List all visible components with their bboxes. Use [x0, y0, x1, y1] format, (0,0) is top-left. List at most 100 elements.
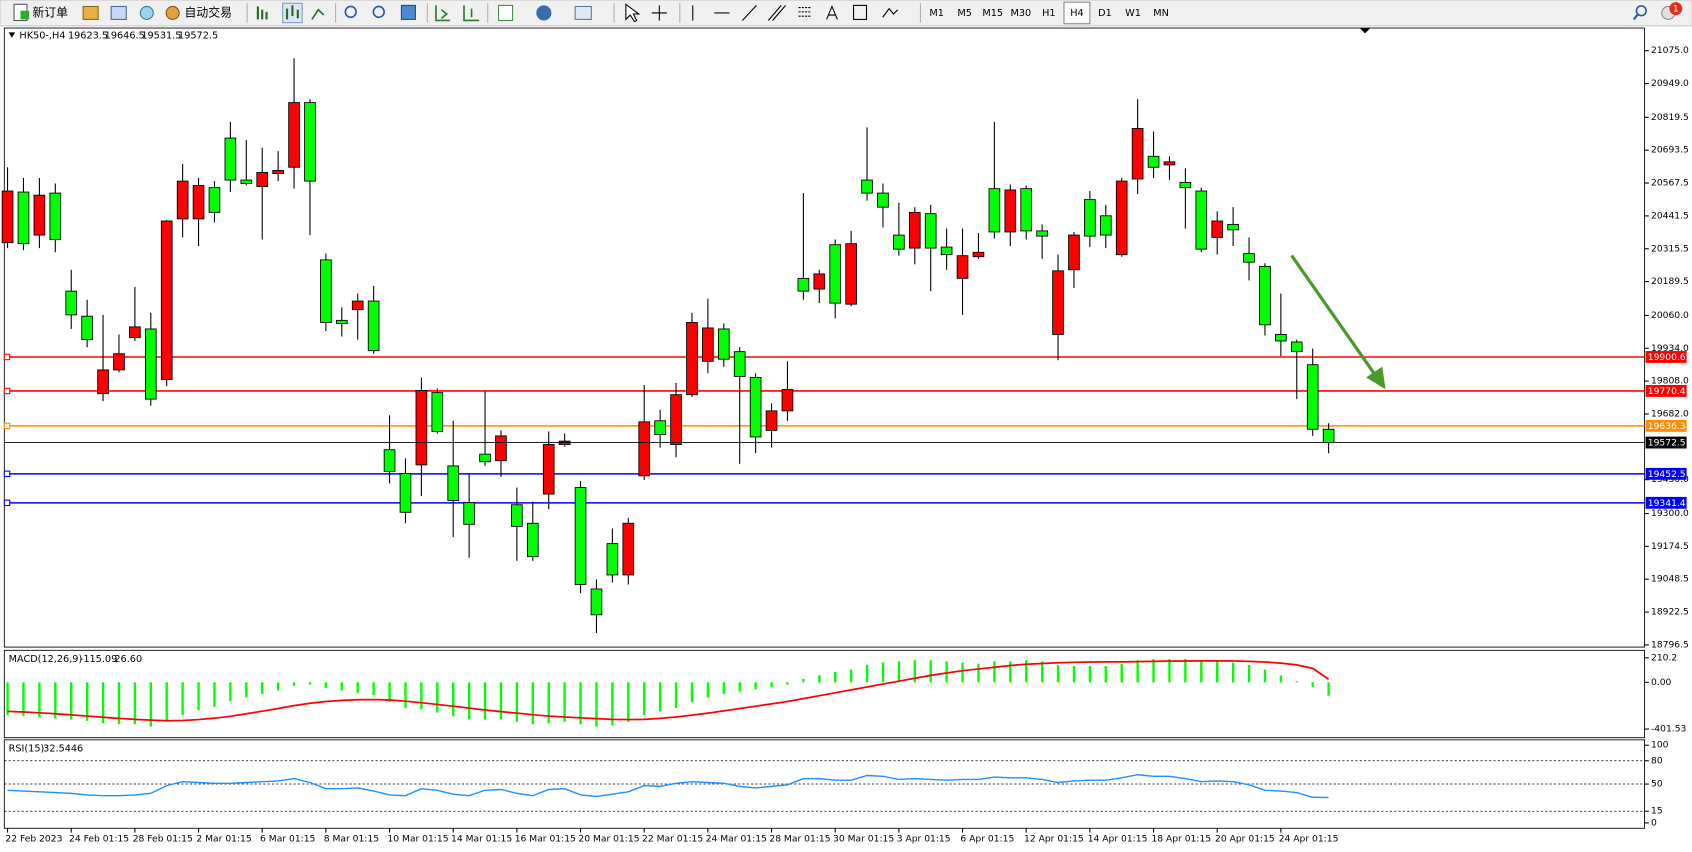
badge [1669, 2, 1683, 16]
trendline-button[interactable] [742, 5, 757, 21]
candle-body [17, 191, 30, 245]
bar-chart-button[interactable] [256, 6, 268, 20]
candle-body [240, 179, 253, 184]
toolbar: 新订单 自动交易 [0, 0, 1692, 27]
icon [285, 5, 299, 20]
timeframe-button[interactable]: M30 [1010, 8, 1031, 19]
candle-body [304, 102, 316, 182]
price-axis: -401.53 0.00 210.2 [1644, 652, 1687, 735]
candle-body [606, 543, 619, 576]
timeframe-button[interactable]: M5 [957, 8, 972, 19]
x-tick-label: 14 Mar 01:15 [451, 834, 512, 845]
icon [165, 5, 180, 20]
y-tick-label: 19300.0 [1651, 508, 1689, 519]
auto-trading-label: 自动交易 [185, 5, 232, 19]
tile-button[interactable] [400, 4, 416, 20]
trend-arrow [1290, 254, 1386, 390]
candle-body [956, 255, 969, 279]
timeframe-button[interactable]: MN [1153, 8, 1169, 19]
candle-body [256, 172, 269, 187]
crosshair-button[interactable] [651, 5, 667, 21]
x-tick-label: 16 Mar 01:15 [515, 834, 576, 845]
candle-body [335, 319, 348, 324]
x-tick-label: 30 Mar 01:15 [833, 834, 894, 845]
icon-button[interactable] [110, 5, 127, 20]
text-button[interactable] [826, 5, 838, 20]
templates-button[interactable] [574, 5, 592, 20]
timeframe-label: M15 [982, 8, 1003, 19]
icon [1632, 13, 1639, 21]
active-timeframe-bg [1063, 1, 1091, 25]
auto-trading-button[interactable]: 自动交易 [165, 5, 232, 20]
candle-body [65, 290, 78, 316]
y-tick-label: 210.2 [1651, 652, 1677, 663]
candle-body [399, 473, 412, 513]
candle-body [1020, 188, 1033, 232]
price-axis: 18796.518922.519048.519174.519300.019430… [1644, 45, 1689, 650]
candle-body [877, 192, 889, 208]
search-button[interactable] [1632, 5, 1647, 21]
candle-body [765, 410, 778, 431]
candle-body [511, 504, 523, 527]
timeframe-label: MN [1153, 8, 1169, 19]
y-tick-label: 20949.0 [1651, 78, 1689, 89]
level-label: 19900.6 [1648, 352, 1686, 363]
x-tick-label: 24 Apr 01:15 [1279, 834, 1339, 845]
timeframe-label: H4 [1070, 8, 1083, 19]
x-tick-label: 24 Feb 01:15 [69, 834, 129, 845]
new-order-button[interactable]: 新订单 [13, 3, 68, 22]
ohlc-low: 19531.5 [141, 31, 181, 42]
periods-button[interactable] [536, 5, 552, 21]
chart-shift-marker [1359, 28, 1371, 34]
candle-body [590, 588, 603, 616]
label-button[interactable] [853, 4, 868, 20]
channel-button[interactable] [767, 5, 786, 21]
candle-body [749, 377, 762, 438]
x-tick-label: 28 Feb 01:15 [133, 834, 193, 845]
timeframe-button[interactable]: M1 [929, 8, 944, 19]
y-tick-label: 18922.5 [1651, 607, 1689, 618]
x-tick-label: 22 Feb 2023 [5, 834, 62, 845]
arrows-button[interactable] [882, 7, 899, 18]
candle-body [542, 444, 555, 495]
macd-readout: -115.09 [80, 654, 117, 665]
timeframe-button[interactable]: H1 [1042, 8, 1055, 19]
line-chart-button[interactable] [311, 8, 325, 20]
timeframe-label: D1 [1098, 8, 1112, 19]
candle-body [845, 243, 857, 305]
y-tick-label: 19808.0 [1651, 376, 1689, 387]
zoom-out-button[interactable] [372, 5, 385, 19]
timeframe-button[interactable]: W1 [1125, 8, 1141, 19]
timeframe-button[interactable]: D1 [1098, 8, 1112, 19]
x-tick-label: 10 Mar 01:15 [387, 834, 448, 845]
candle-body [160, 220, 173, 380]
timeframe-button[interactable]: H4 [1063, 1, 1091, 25]
level-handle [3, 387, 11, 395]
candle-body [670, 394, 682, 445]
candle-body [1211, 220, 1224, 238]
zoom-in-button[interactable] [344, 5, 357, 19]
candle-body [1036, 230, 1048, 237]
timeframe-button[interactable]: M15 [982, 8, 1003, 19]
indicators-button[interactable] [497, 4, 514, 22]
y-tick-label: 50 [1651, 779, 1663, 790]
candle-body [1179, 181, 1192, 189]
icon-button[interactable] [82, 5, 99, 20]
y-tick-label: 20441.5 [1651, 210, 1689, 221]
fibo-button[interactable] [798, 7, 812, 17]
candle-body [702, 327, 714, 362]
shift-button[interactable] [463, 5, 480, 22]
icon-button[interactable] [139, 5, 154, 20]
notifications-button[interactable]: 1 [1661, 2, 1683, 20]
candle-body [1243, 253, 1255, 263]
x-tick-label: 28 Mar 01:15 [769, 834, 830, 845]
macd-readout: 26.60 [114, 654, 142, 665]
bid-label-bg [1645, 436, 1687, 449]
scroll-button[interactable] [435, 5, 450, 22]
cursor-button[interactable] [625, 3, 641, 23]
candle-body [1163, 161, 1176, 166]
candle-body [1147, 155, 1160, 168]
y-tick-label: 19048.5 [1651, 574, 1689, 585]
candle-body [129, 326, 141, 339]
